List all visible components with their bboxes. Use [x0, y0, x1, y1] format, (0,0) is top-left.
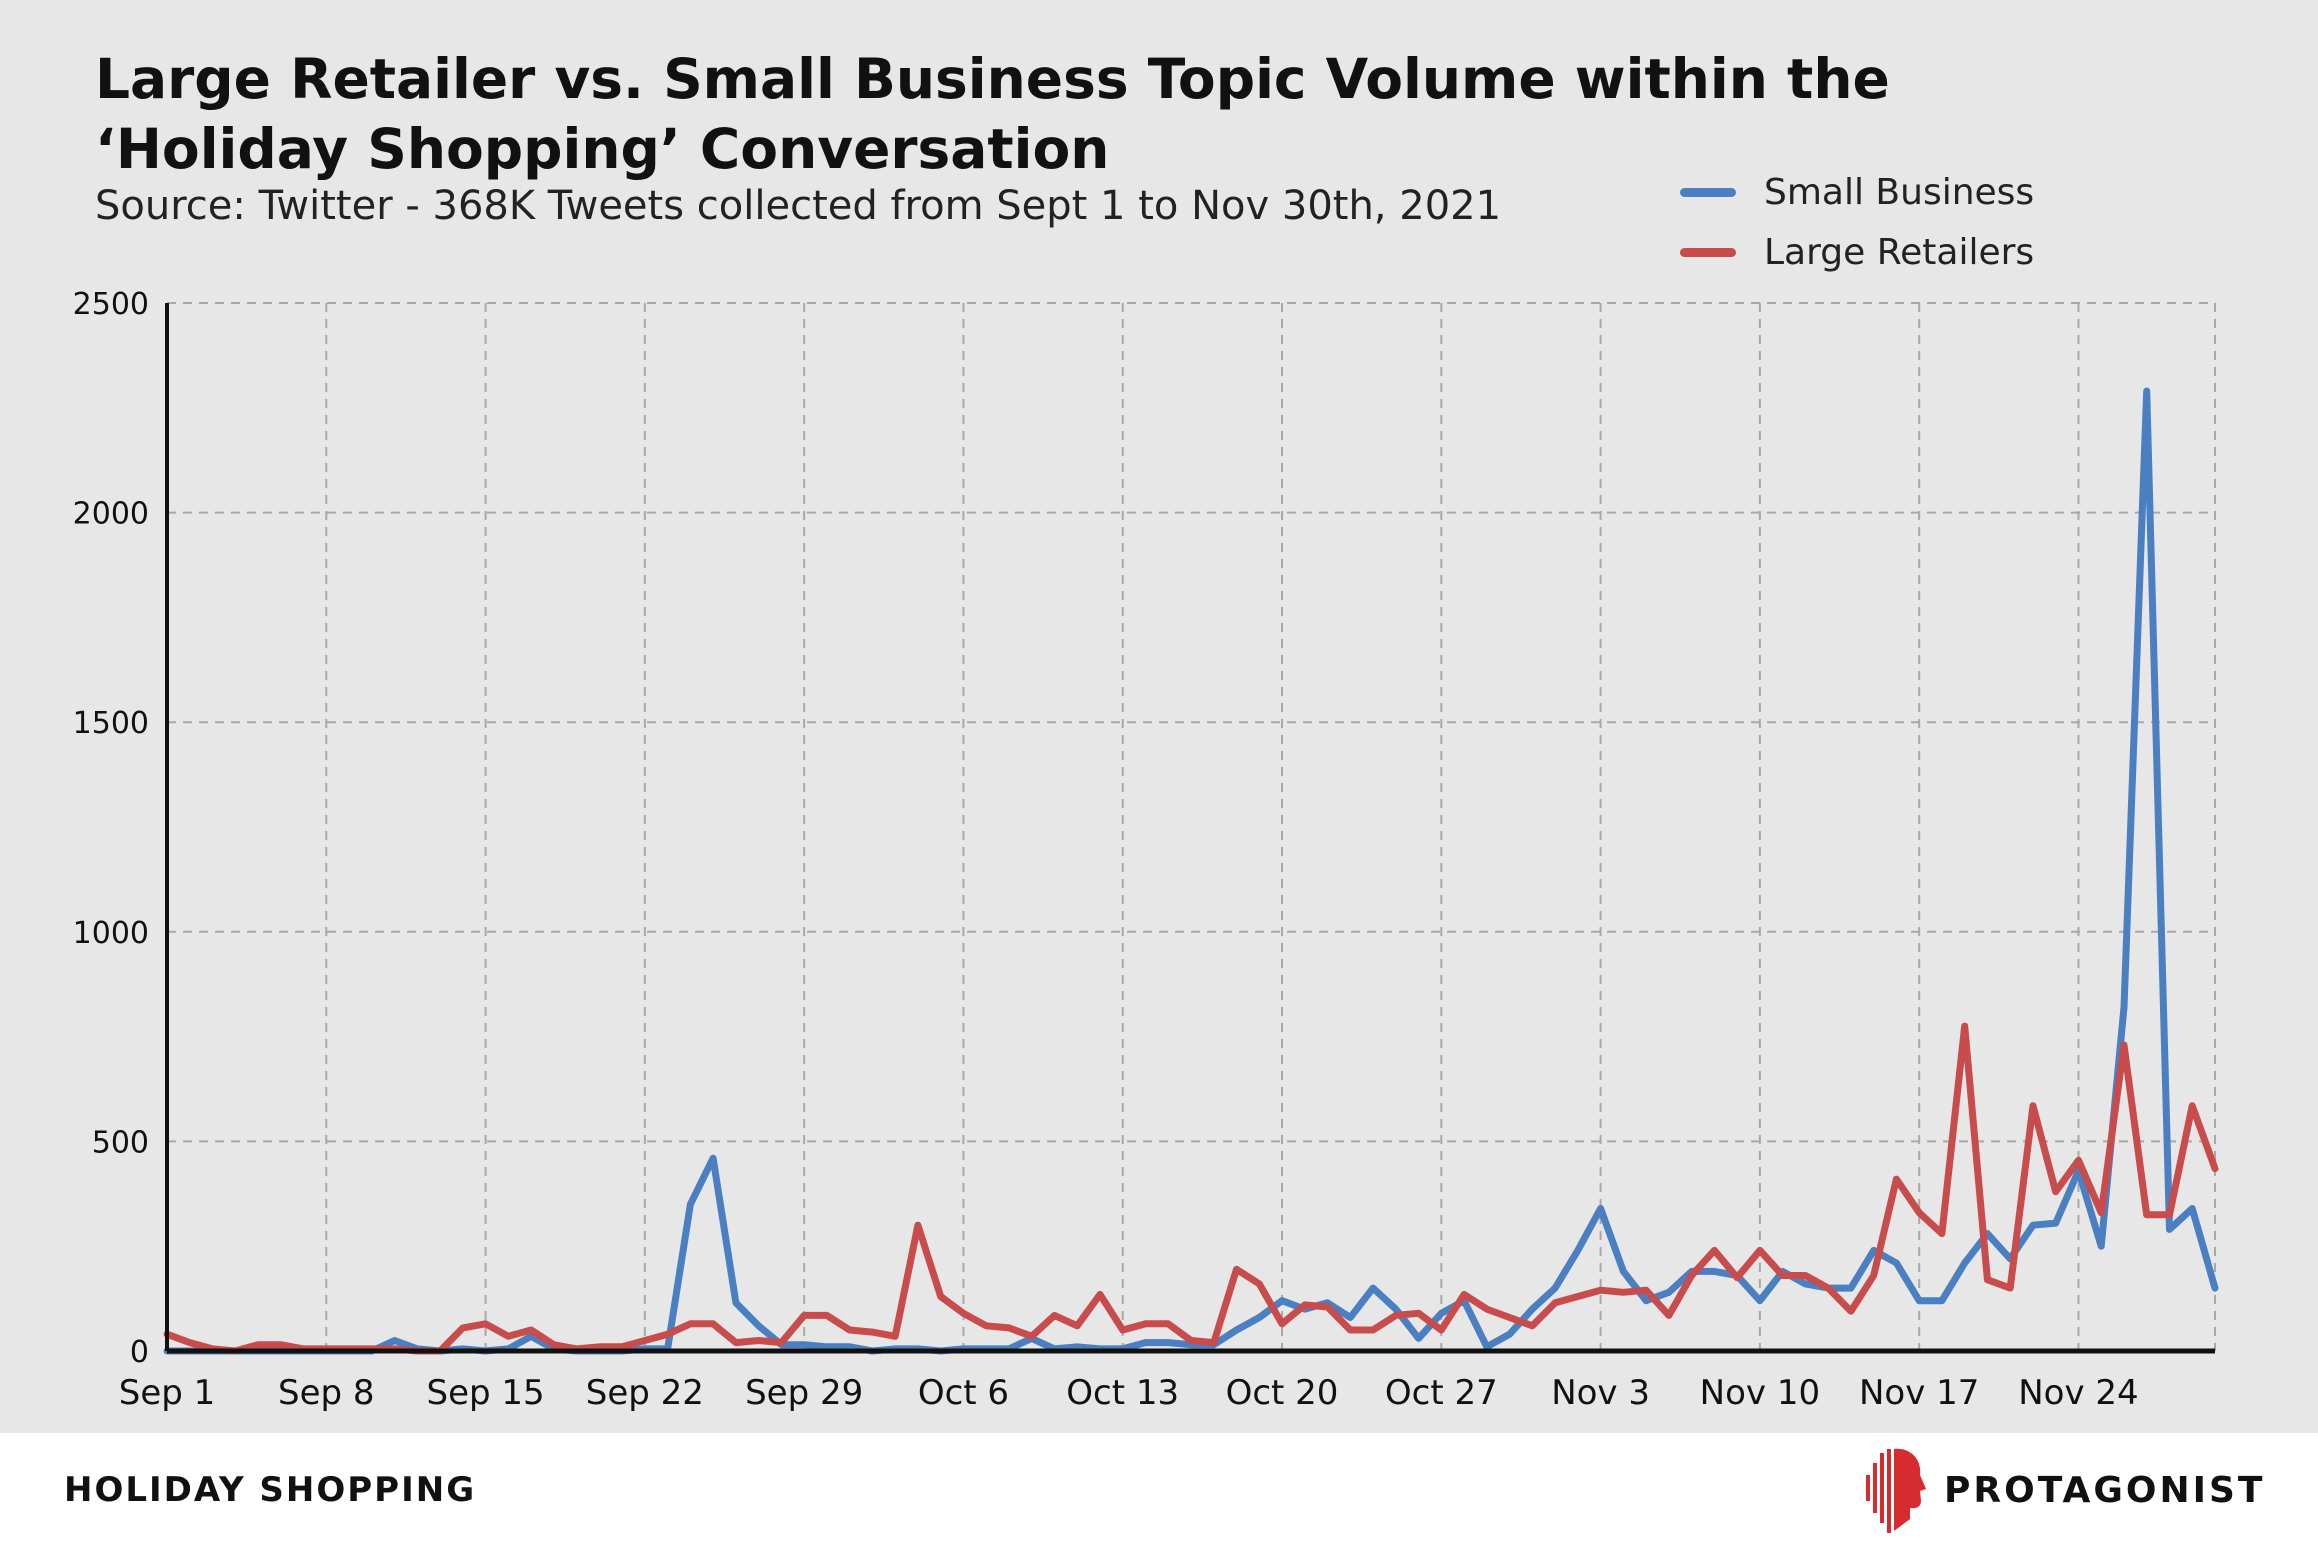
y-tick-label: 2000	[73, 497, 149, 532]
x-tick-label: Sep 8	[278, 1373, 375, 1413]
x-tick-label: Sep 29	[745, 1373, 863, 1413]
x-tick-label: Oct 13	[1066, 1373, 1179, 1413]
legend-swatch-small-business	[1680, 188, 1736, 197]
x-tick-label: Nov 3	[1551, 1373, 1650, 1413]
x-tick-label: Nov 10	[1700, 1373, 1820, 1413]
x-tick-label: Nov 17	[1859, 1373, 1979, 1413]
legend-swatch-large-retailers	[1680, 248, 1736, 257]
legend-item-large-retailers: Large Retailers	[1680, 232, 2034, 273]
brand-logo: PROTAGONIST	[1866, 1445, 2266, 1535]
x-tick-label: Sep 1	[119, 1373, 216, 1413]
series-line-small-business	[163, 387, 2219, 1355]
x-tick-label: Oct 6	[918, 1373, 1009, 1413]
x-tick-label: Nov 24	[2018, 1373, 2138, 1413]
footer-topic-label: HOLIDAY SHOPPING	[64, 1470, 477, 1510]
brand-name: PROTAGONIST	[1944, 1469, 2266, 1511]
legend-item-small-business: Small Business	[1680, 172, 2034, 213]
profile-head-logo-icon	[1866, 1448, 1926, 1533]
x-tick-label: Oct 27	[1385, 1373, 1498, 1413]
line-chart: 0 500 1000 1500 2000 2500 Sep 1 Sep 8 Sep 15 Sep …	[73, 287, 2219, 1413]
x-tick-label: Sep 22	[586, 1373, 704, 1413]
chart-panel	[0, 0, 2318, 1433]
chart-subtitle: Source: Twitter - 368K Tweets collected …	[95, 183, 1502, 229]
legend-label-large-retailers: Large Retailers	[1764, 232, 2035, 273]
y-tick-label: 0	[130, 1335, 149, 1370]
y-tick-label: 500	[92, 1125, 149, 1160]
chart-title: Large Retailer vs. Small Business Topic …	[95, 47, 1890, 181]
x-tick-label: Oct 20	[1226, 1373, 1339, 1413]
y-tick-label: 2500	[73, 287, 149, 322]
y-tick-label: 1000	[73, 916, 149, 951]
series-line-large-retailers	[163, 1022, 2219, 1355]
legend-label-small-business: Small Business	[1764, 172, 2035, 213]
x-tick-label: Sep 15	[426, 1373, 544, 1413]
y-tick-label: 1500	[73, 706, 149, 741]
